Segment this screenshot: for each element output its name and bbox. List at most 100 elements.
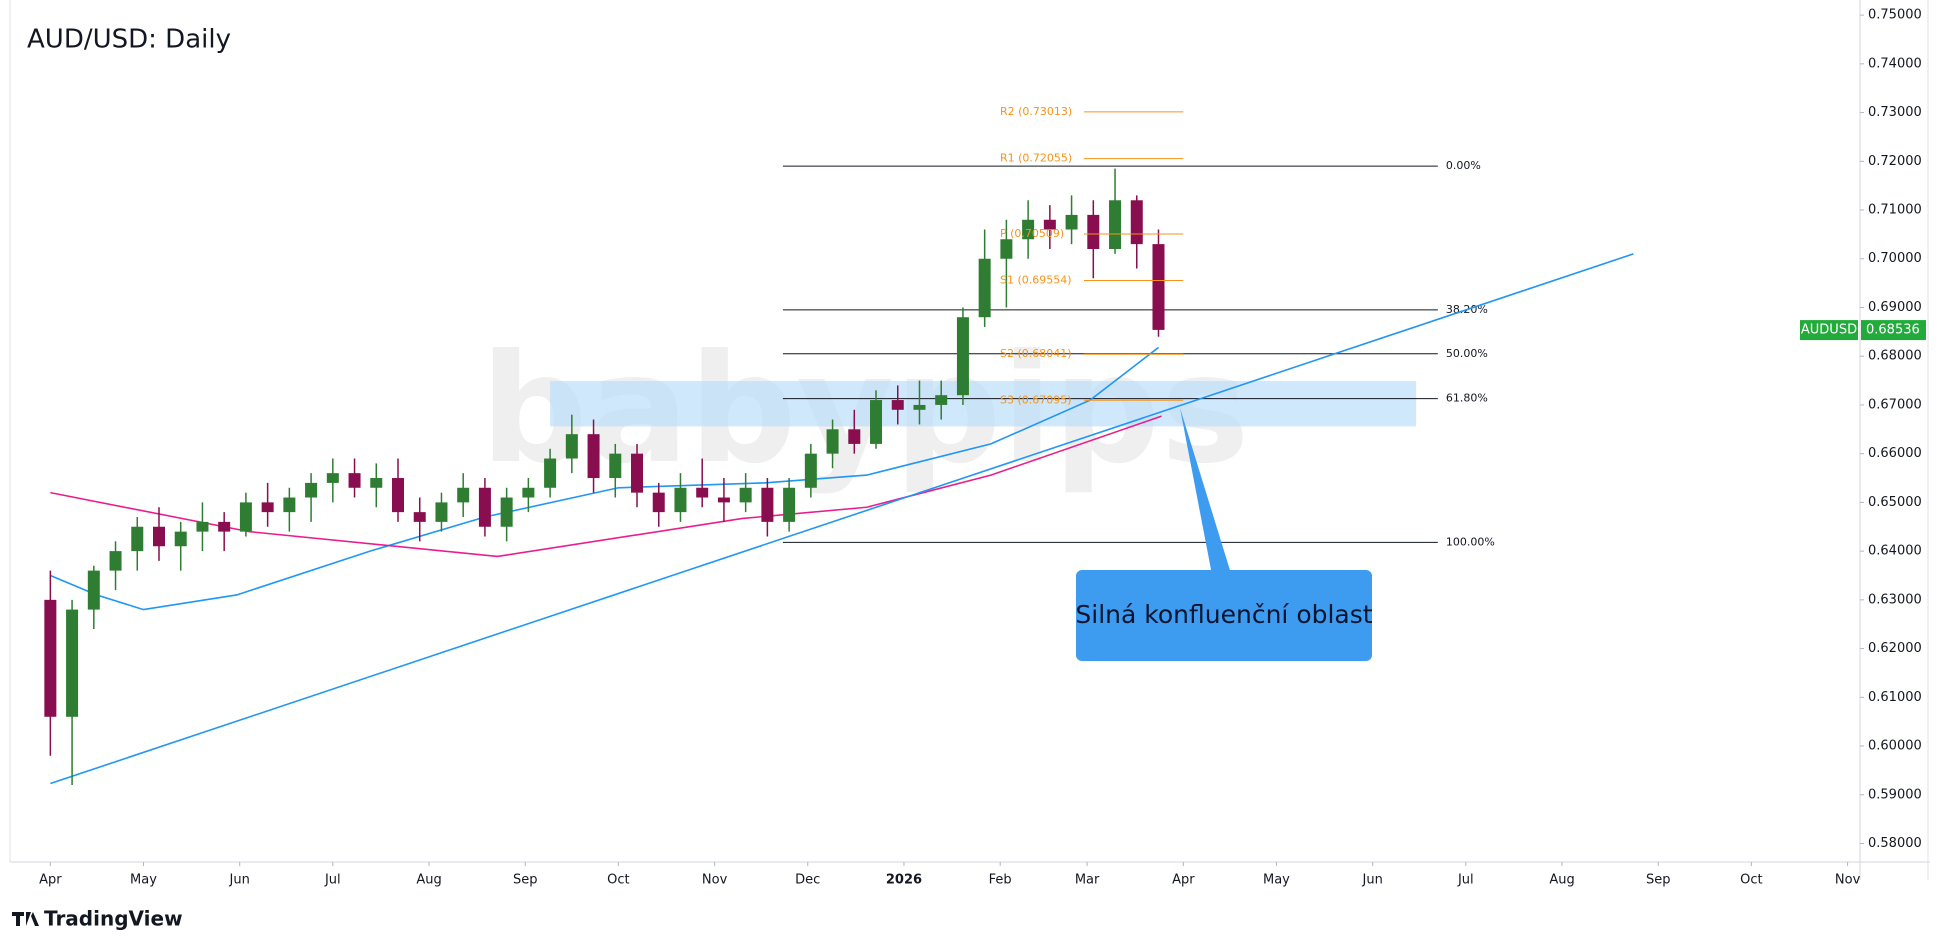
y-tick-label: 0.72000	[1868, 154, 1922, 169]
x-tick-label: Jul	[1457, 873, 1474, 888]
candle-body	[956, 317, 969, 396]
y-tick-label: 0.71000	[1868, 203, 1922, 218]
y-tick-label: 0.58000	[1868, 836, 1922, 851]
pivot-label: R2 (0.73013)	[1000, 105, 1072, 118]
y-tick-label: 0.75000	[1868, 8, 1922, 23]
candle-body	[348, 473, 361, 488]
y-tick-label: 0.70000	[1868, 251, 1922, 266]
y-tick-label: 0.65000	[1868, 495, 1922, 510]
x-tick-label: May	[130, 873, 157, 888]
footer-brand: TradingView	[44, 907, 183, 931]
candle-body	[239, 502, 252, 532]
line-series	[50, 253, 1634, 785]
candle-body	[500, 497, 513, 527]
candle-body	[1109, 200, 1122, 250]
candle-body	[1065, 214, 1078, 230]
candle-body	[761, 487, 774, 522]
candle-body	[848, 429, 861, 444]
price-tag	[1861, 320, 1926, 341]
pivot-label: S1 (0.69554)	[1000, 273, 1072, 286]
candle-body	[435, 502, 448, 522]
x-tick-label: Aug	[416, 873, 441, 888]
candle-body	[305, 482, 318, 498]
candle-body	[1087, 214, 1100, 250]
x-tick-label: Aug	[1549, 873, 1574, 888]
x-tick-label: May	[1263, 873, 1290, 888]
callout-pointer	[1180, 408, 1233, 580]
y-tick-label: 0.60000	[1868, 739, 1922, 754]
candle-body	[609, 453, 622, 479]
candle-body	[457, 487, 470, 503]
candle-body	[674, 487, 687, 513]
fib-label: 50.00%	[1446, 347, 1488, 360]
candle-body	[891, 400, 904, 410]
x-tick-label: Oct	[607, 873, 629, 888]
x-tick-label: Dec	[795, 873, 820, 888]
candle-body	[522, 487, 535, 498]
candle-body	[544, 458, 557, 488]
footer-logo: TradingView	[12, 907, 183, 931]
x-tick-label: 2026	[886, 873, 922, 888]
fib-label: 61.80%	[1446, 392, 1488, 405]
price-label: 0.68536	[1866, 323, 1920, 338]
candle-body	[131, 526, 144, 552]
candle-body	[826, 429, 839, 454]
symbol-tag	[1800, 320, 1858, 341]
confluence-zone	[550, 381, 1417, 427]
pivot-label: S3 (0.67095)	[1000, 393, 1072, 406]
y-tick-label: 0.64000	[1868, 544, 1922, 559]
pivot-label: S2 (0.68041)	[1000, 347, 1072, 360]
x-tick-label: Sep	[1646, 873, 1671, 888]
y-tick-label: 0.74000	[1868, 56, 1922, 71]
candle-body	[783, 487, 796, 522]
candle-body	[739, 487, 752, 503]
candle-body	[370, 478, 383, 488]
candle-body	[587, 434, 600, 479]
candle-body	[1043, 219, 1056, 230]
y-tick-label: 0.66000	[1868, 446, 1922, 461]
candle-body	[913, 404, 926, 410]
x-tick-label: Jun	[1362, 873, 1383, 888]
chart-title: AUD/USD: Daily	[27, 25, 231, 55]
x-tick-label: Apr	[1172, 873, 1195, 888]
candle-body	[631, 453, 644, 493]
y-tick-label: 0.63000	[1868, 592, 1922, 607]
x-tick-label: Sep	[513, 873, 538, 888]
x-tick-label: Mar	[1075, 873, 1100, 888]
candle-body	[392, 478, 405, 513]
y-tick-label: 0.69000	[1868, 300, 1922, 315]
candle-body	[696, 487, 709, 498]
y-tick-label: 0.67000	[1868, 397, 1922, 412]
symbol-label: AUDUSD	[1801, 323, 1857, 338]
candle-body	[804, 453, 817, 488]
candle-body	[935, 395, 948, 405]
candle-body	[283, 497, 296, 513]
y-tick-label: 0.73000	[1868, 105, 1922, 120]
candle-body	[218, 521, 231, 532]
pivot-label: P (0.70509)	[1000, 227, 1064, 240]
x-tick-label: Feb	[989, 873, 1012, 888]
candle-body	[978, 258, 991, 318]
fib-label: 100.00%	[1446, 535, 1495, 548]
candle-body	[87, 570, 100, 610]
candle-body	[717, 497, 730, 503]
x-tick-label: Jun	[229, 873, 250, 888]
candle-body	[565, 434, 578, 459]
y-tick-label: 0.61000	[1868, 690, 1922, 705]
callout-text: Silná konfluenční oblast	[1075, 600, 1372, 629]
candle-body	[326, 473, 339, 483]
x-tick-label: Oct	[1740, 873, 1762, 888]
candle-body	[413, 512, 426, 522]
y-tick-label: 0.62000	[1868, 641, 1922, 656]
logo-icon	[12, 912, 39, 926]
x-tick-label: Nov	[1835, 873, 1861, 888]
plot: babypips0.00%38.20%50.00%61.80%100.00%R2…	[44, 105, 1634, 786]
fib-label: 0.00%	[1446, 159, 1481, 172]
candle-body	[478, 487, 491, 527]
candle-body	[174, 531, 187, 547]
x-tick-label: Jul	[324, 873, 341, 888]
candle-body	[196, 521, 209, 532]
candle-body	[1022, 219, 1035, 240]
